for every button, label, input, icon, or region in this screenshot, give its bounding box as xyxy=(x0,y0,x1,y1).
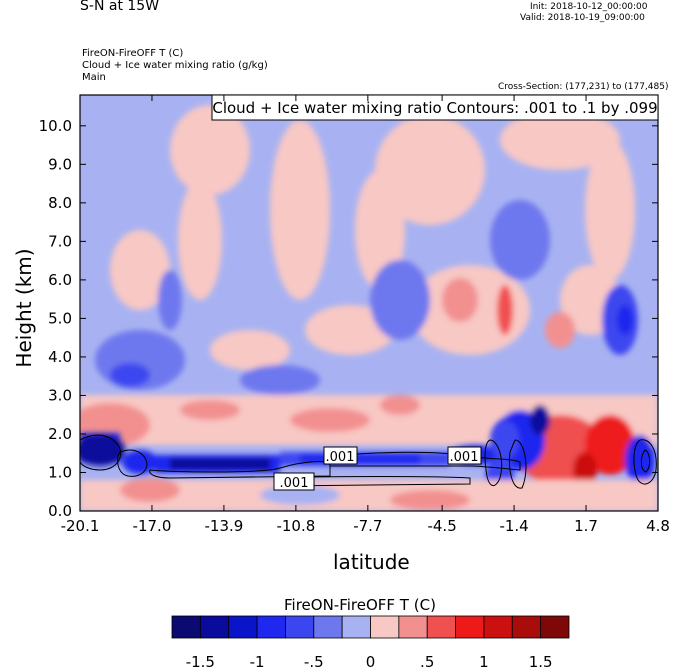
colorbar-swatch xyxy=(540,615,570,639)
colorbar-swatch xyxy=(199,615,230,639)
contour-variable-label: Cloud + Ice water mixing ratio (g/kg) xyxy=(82,60,268,71)
colorbar-swatch xyxy=(341,615,371,639)
colorbar-label: 0 xyxy=(366,653,376,668)
colorbar-swatch xyxy=(426,615,456,639)
y-tick-label: 5.0 xyxy=(48,309,72,327)
colorbar-swatch xyxy=(398,615,428,639)
colorbar-label: -.5 xyxy=(304,653,324,668)
x-tick-label: -20.1 xyxy=(61,517,100,535)
colorbar-swatch xyxy=(228,615,258,639)
colorbar-swatch xyxy=(313,615,343,639)
cross-section-label: Cross-Section: (177,231) to (177,485) xyxy=(498,82,669,92)
x-tick-label: -4.5 xyxy=(427,517,456,535)
x-tick-label: -17.0 xyxy=(133,517,172,535)
colorbar-swatch xyxy=(455,615,485,639)
y-tick-label: 4.0 xyxy=(48,348,72,366)
x-tick-label: 1.7 xyxy=(574,517,598,535)
x-tick-label: -7.7 xyxy=(353,517,382,535)
colorbar-title: FireON-FireOFF T (C) xyxy=(284,596,436,614)
y-tick-label: 1.0 xyxy=(48,463,72,481)
colorbar-swatch xyxy=(256,615,286,639)
colorbar-swatch xyxy=(483,615,513,639)
x-tick-label: -10.8 xyxy=(276,517,315,535)
colorbar-label: -1 xyxy=(250,653,265,668)
x-tick-label: -1.4 xyxy=(499,517,528,535)
x-axis-label: latitude xyxy=(333,550,410,574)
colorbar-label: .5 xyxy=(420,653,434,668)
contour-info-text: Cloud + Ice water mixing ratio Contours:… xyxy=(212,99,657,117)
y-tick-label: 0.0 xyxy=(48,502,72,520)
domain-label: Main xyxy=(82,72,106,83)
y-tick-label: 10.0 xyxy=(39,117,72,135)
colorbar-swatch xyxy=(285,615,315,639)
heatmap-field xyxy=(80,95,658,511)
colorbar-label: 1 xyxy=(479,653,489,668)
y-tick-label: 7.0 xyxy=(48,232,72,250)
contour-label-3: .001 xyxy=(280,476,309,491)
fill-variable-label: FireON-FireOFF T (C) xyxy=(82,48,184,59)
colorbar-swatch xyxy=(511,615,542,639)
x-tick-label: 4.8 xyxy=(646,517,670,535)
colorbar-label: 1.5 xyxy=(529,653,553,668)
axes: -20.1 -17.0 -13.9 -10.8 -7.7 -4.5 -1.4 1.7 4.8 0.… xyxy=(39,95,670,535)
colorbar-swatch xyxy=(370,615,400,639)
y-tick-label: 9.0 xyxy=(48,155,72,173)
y-tick-label: 2.0 xyxy=(48,425,72,443)
x-tick-label: -13.9 xyxy=(205,517,244,535)
contour-label-1: .001 xyxy=(326,450,355,465)
contour-label-2: .001 xyxy=(450,450,479,465)
chart-title: S-N at 15W xyxy=(80,0,160,14)
y-axis-label: Height (km) xyxy=(12,248,36,368)
contour-info-box xyxy=(211,94,659,121)
y-tick-label: 3.0 xyxy=(48,386,72,404)
colorbar: -1.5 -1 -.5 0 .5 1 1.5 xyxy=(171,615,570,668)
init-time: Init: 2018-10-12_00:00:00 xyxy=(530,2,648,12)
y-tick-label: 8.0 xyxy=(48,194,72,212)
colorbar-swatch xyxy=(171,615,201,639)
colorbar-label: -1.5 xyxy=(186,653,215,668)
contour-lines xyxy=(80,434,657,489)
y-tick-label: 6.0 xyxy=(48,271,72,289)
valid-time: Valid: 2018-10-19_09:00:00 xyxy=(520,13,645,23)
contour-labels: .001 .001 .001 xyxy=(273,446,482,491)
